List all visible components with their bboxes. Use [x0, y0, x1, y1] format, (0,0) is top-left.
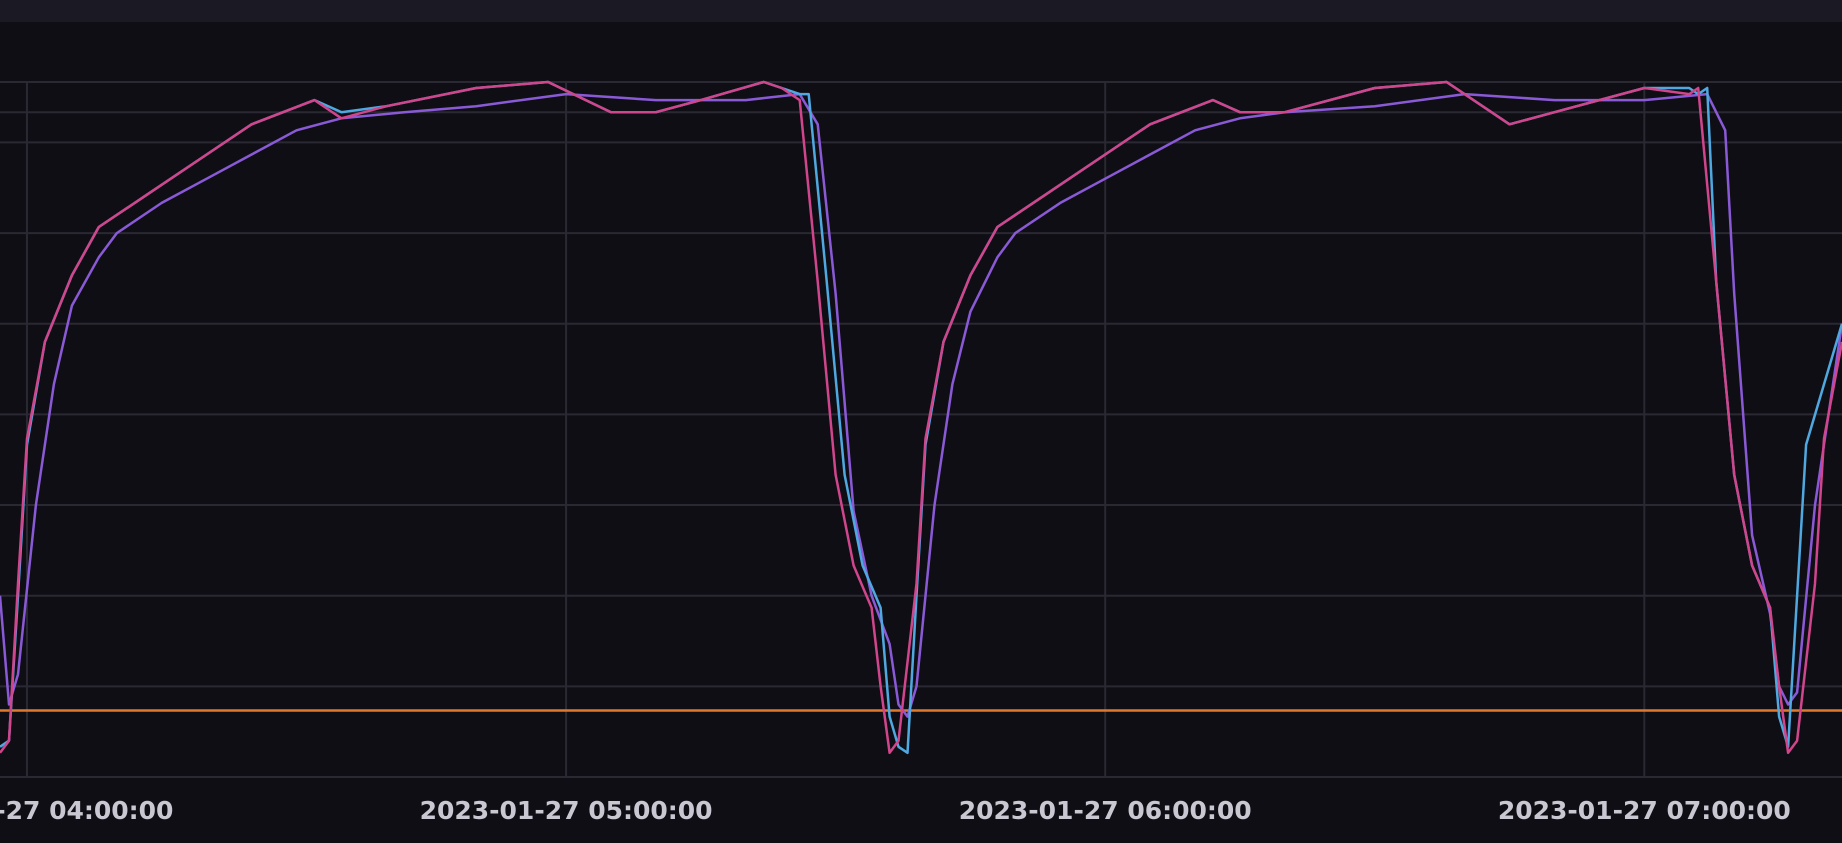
- vertical-grid: [25, 82, 1646, 777]
- series-line-3: [0, 80, 1842, 755]
- time-series-chart: 2023-01-27 04:00:00 2023-01-27 05:00:00 20…: [0, 80, 1842, 825]
- x-tick-label: 2023-01-27 07:00:00: [1498, 796, 1791, 825]
- x-tick-label: 2023-01-27 04:00:00: [0, 796, 173, 825]
- x-axis: 2023-01-27 04:00:00 2023-01-27 05:00:00 20…: [0, 796, 1791, 825]
- x-tick-label: 2023-01-27 05:00:00: [420, 796, 713, 825]
- x-tick-label: 2023-01-27 06:00:00: [959, 796, 1252, 825]
- horizontal-grid: [0, 81, 1842, 778]
- panel-header-bar: [0, 0, 1842, 22]
- time-series-panel: 2023-01-27 04:00:00 2023-01-27 05:00:00 20…: [0, 22, 1842, 843]
- series-line-1: [0, 92, 1842, 718]
- series-layer: [0, 80, 1842, 755]
